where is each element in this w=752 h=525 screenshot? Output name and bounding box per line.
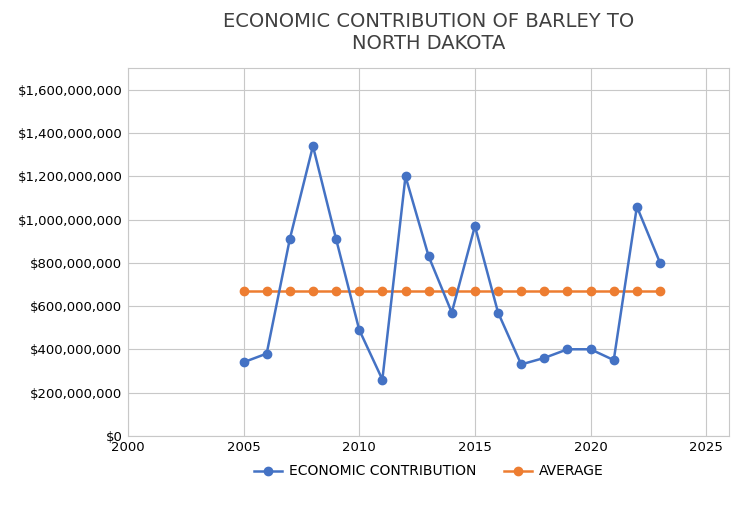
Line: ECONOMIC CONTRIBUTION: ECONOMIC CONTRIBUTION [239, 142, 664, 384]
ECONOMIC CONTRIBUTION [493, 309, 502, 316]
AVERAGE [308, 288, 317, 294]
ECONOMIC CONTRIBUTION [332, 236, 341, 242]
Line: AVERAGE: AVERAGE [239, 287, 664, 295]
AVERAGE [401, 288, 410, 294]
AVERAGE [586, 288, 595, 294]
AVERAGE [471, 288, 480, 294]
ECONOMIC CONTRIBUTION [262, 351, 271, 357]
AVERAGE [447, 288, 456, 294]
ECONOMIC CONTRIBUTION [378, 376, 387, 383]
AVERAGE [540, 288, 549, 294]
ECONOMIC CONTRIBUTION [540, 355, 549, 361]
ECONOMIC CONTRIBUTION [239, 359, 248, 365]
ECONOMIC CONTRIBUTION [656, 260, 665, 266]
ECONOMIC CONTRIBUTION [447, 309, 456, 316]
ECONOMIC CONTRIBUTION [471, 223, 480, 229]
ECONOMIC CONTRIBUTION [517, 361, 526, 368]
AVERAGE [656, 288, 665, 294]
ECONOMIC CONTRIBUTION [424, 253, 433, 259]
AVERAGE [285, 288, 294, 294]
ECONOMIC CONTRIBUTION [285, 236, 294, 242]
ECONOMIC CONTRIBUTION [563, 346, 572, 352]
AVERAGE [609, 288, 618, 294]
AVERAGE [378, 288, 387, 294]
ECONOMIC CONTRIBUTION [401, 173, 410, 180]
AVERAGE [262, 288, 271, 294]
AVERAGE [517, 288, 526, 294]
ECONOMIC CONTRIBUTION [355, 327, 364, 333]
AVERAGE [355, 288, 364, 294]
AVERAGE [332, 288, 341, 294]
ECONOMIC CONTRIBUTION [308, 143, 317, 149]
AVERAGE [424, 288, 433, 294]
AVERAGE [563, 288, 572, 294]
AVERAGE [493, 288, 502, 294]
Legend: ECONOMIC CONTRIBUTION, AVERAGE: ECONOMIC CONTRIBUTION, AVERAGE [248, 459, 609, 484]
ECONOMIC CONTRIBUTION [586, 346, 595, 352]
ECONOMIC CONTRIBUTION [632, 204, 641, 210]
AVERAGE [239, 288, 248, 294]
AVERAGE [632, 288, 641, 294]
Title: ECONOMIC CONTRIBUTION OF BARLEY TO
NORTH DAKOTA: ECONOMIC CONTRIBUTION OF BARLEY TO NORTH… [223, 12, 634, 53]
ECONOMIC CONTRIBUTION [609, 357, 618, 363]
